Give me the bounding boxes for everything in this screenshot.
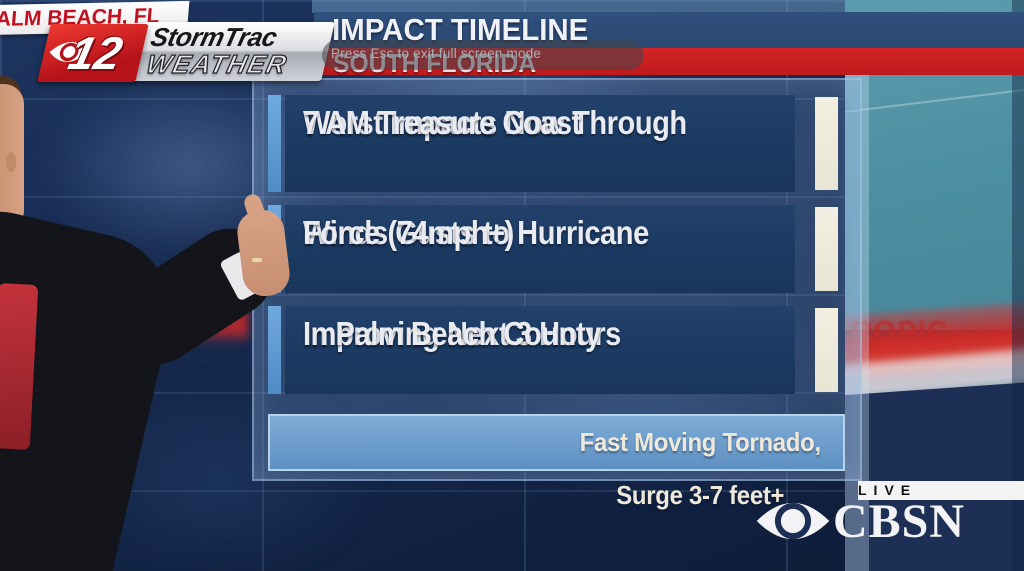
live-badge-text: LIVE	[858, 482, 918, 498]
row-text-line: Winds Gusts to Hurricane	[303, 214, 649, 251]
tornado-surge-banner: Fast Moving Tornado, Surge 3-7 feet+	[268, 414, 845, 510]
row-side-bar	[815, 308, 838, 392]
stormtrac-logo: StormTrac WEATHER	[129, 22, 335, 81]
fullscreen-toast: Press Esc to exit full screen mode	[322, 40, 644, 70]
row-text-line: Improving Next 3 Hours	[303, 315, 621, 352]
row-side-bar	[815, 207, 838, 291]
row-accent-bar	[268, 205, 281, 293]
stormtrac-wordmark: StormTrac	[147, 22, 280, 52]
weather-wordmark: WEATHER	[143, 48, 291, 79]
channel-number: 12	[63, 27, 128, 79]
row-side-bar	[815, 97, 838, 190]
cbs-eye-icon	[49, 42, 89, 62]
headline-bar: IMPACT TIMELINE	[314, 12, 1024, 48]
row-text-line: Force (74mph+)	[303, 214, 514, 251]
live-badge: LIVE	[858, 481, 1024, 500]
row-text-line: In Palm Beach County	[303, 315, 601, 352]
screen-right-edge	[1012, 0, 1024, 571]
timeline-row-1: Worst Impacts Now Through 7 AM Treasure …	[285, 95, 795, 192]
station-logo: 12	[37, 24, 149, 82]
timeline-row-3: Improving Next 3 Hours In Palm Beach Cou…	[285, 306, 795, 394]
timeline-row-2: Winds Gusts to Hurricane Force (74mph+)	[285, 205, 795, 293]
wall-red-band	[0, 298, 248, 344]
wall-top-strip	[312, 0, 860, 13]
row-text-line: 7 AM Treasure Coast	[303, 104, 581, 141]
cbs-eye-icon	[756, 502, 830, 540]
row-accent-bar	[268, 95, 281, 192]
cbsn-wordmark: CBSN	[833, 495, 966, 548]
row-text-line: Worst Impacts Now Through	[303, 104, 687, 141]
tornado-surge-text: Fast Moving Tornado, Surge 3-7 feet+	[579, 427, 821, 510]
fullscreen-toast-text: Press Esc to exit full screen mode	[331, 46, 542, 61]
row-accent-bar	[268, 306, 281, 394]
